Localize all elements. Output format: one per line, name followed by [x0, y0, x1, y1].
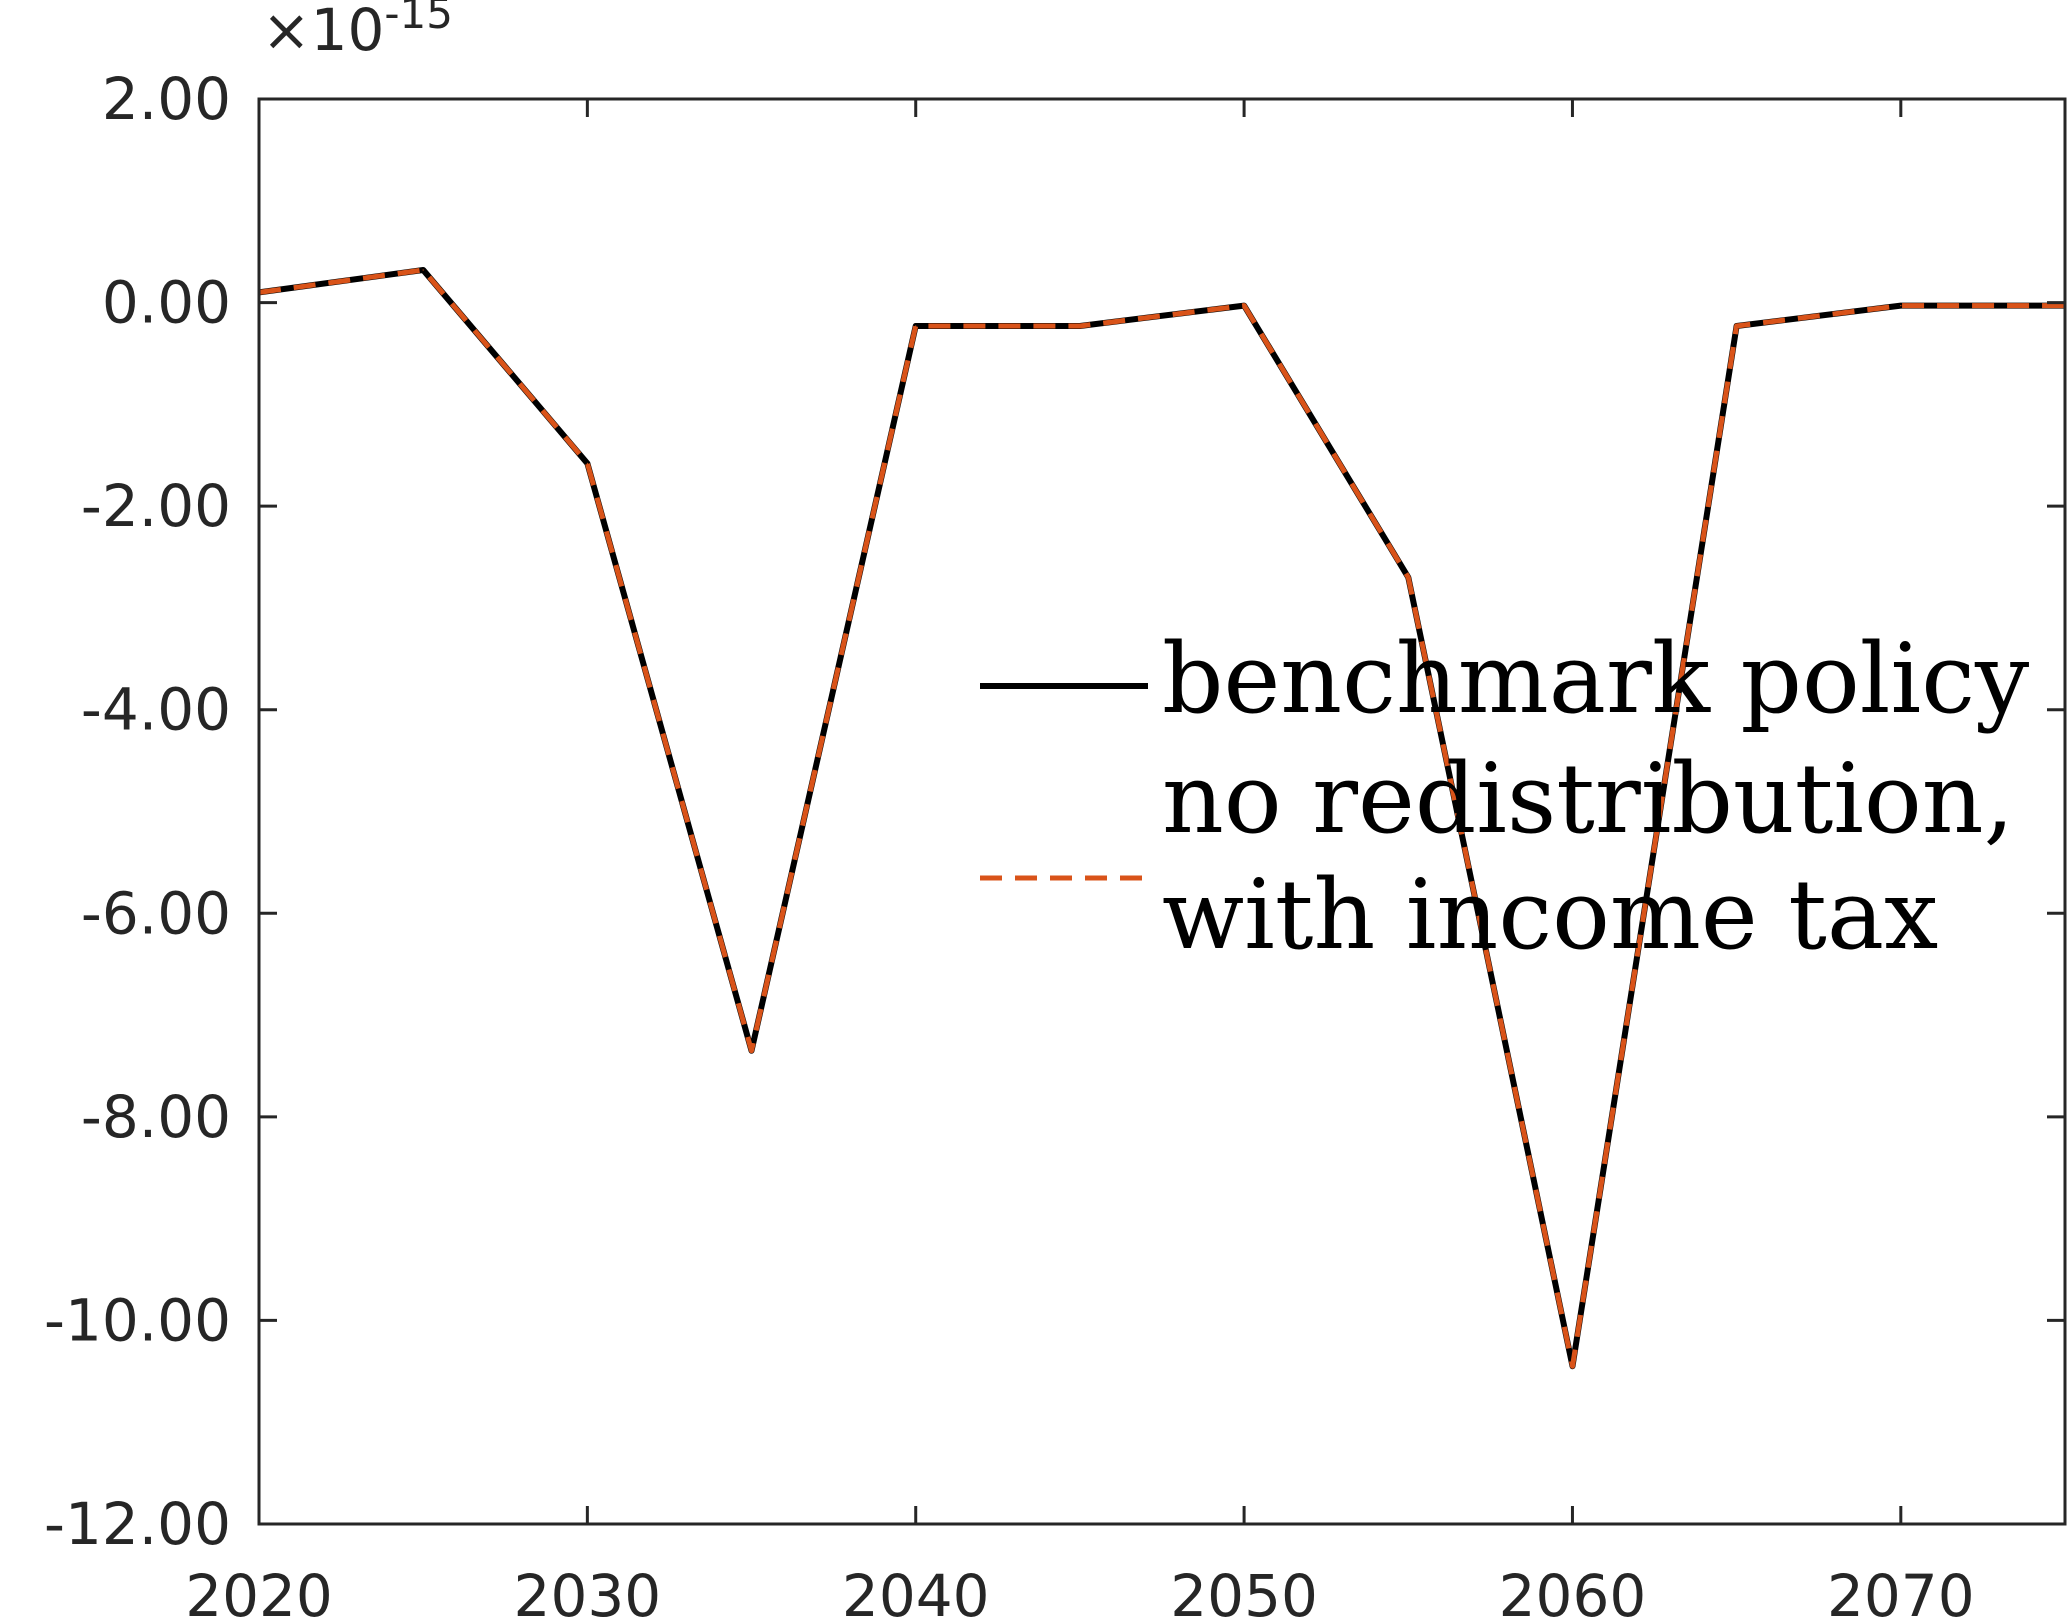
- x-tick-label: 2050: [1170, 1562, 1318, 1622]
- y-tick-label: -12.00: [44, 1490, 231, 1558]
- x-tick-labels: 2020 2030 2040 2050 2060 2070: [185, 1562, 1974, 1622]
- series-2-point: [1243, 305, 1245, 307]
- y-tick-label: 0.00: [102, 269, 231, 337]
- y-tick-labels: 2.00 0.00 -2.00 -4.00 -6.00 -8.00 -10.00 -12.00: [44, 65, 231, 1558]
- series-2-point: [586, 462, 588, 464]
- y-tick-label: -6.00: [81, 879, 231, 947]
- x-tick-label: 2040: [842, 1562, 990, 1622]
- x-tick-label: 2070: [1827, 1562, 1975, 1622]
- legend-entry-text: with income tax: [1162, 859, 1938, 971]
- series-2-point: [1407, 576, 1409, 578]
- y-tick-label: 2.00: [102, 65, 231, 133]
- y-tick-label: -2.00: [81, 472, 231, 540]
- exponent-base: ×10: [262, 0, 384, 64]
- x-tick-label: 2030: [514, 1562, 662, 1622]
- exponent-label: ×10-15: [262, 0, 453, 64]
- series-2-point: [1900, 305, 1902, 307]
- y-tick-label: -8.00: [81, 1083, 231, 1151]
- y-tick-label: -10.00: [44, 1286, 231, 1354]
- exponent-power: -15: [384, 0, 453, 38]
- x-tick-label: 2020: [185, 1562, 333, 1622]
- series-line-2: [258, 267, 2065, 1369]
- legend-entry-text: benchmark policy: [1162, 623, 2029, 735]
- series-2-point: [1571, 1365, 1574, 1367]
- series-2-point: [422, 269, 424, 271]
- legend-entry-text: no redistribution,: [1162, 743, 2014, 855]
- x-tick-label: 2060: [1499, 1562, 1647, 1622]
- plot-area-background: [259, 99, 2065, 1524]
- series-2-point: [750, 1050, 753, 1052]
- series-2-point: [915, 325, 917, 327]
- axes-box: [257, 97, 2067, 1526]
- series-2-point: [1079, 325, 1081, 327]
- series-2-point: [1736, 325, 1738, 327]
- y-tick-label: -4.00: [81, 676, 231, 744]
